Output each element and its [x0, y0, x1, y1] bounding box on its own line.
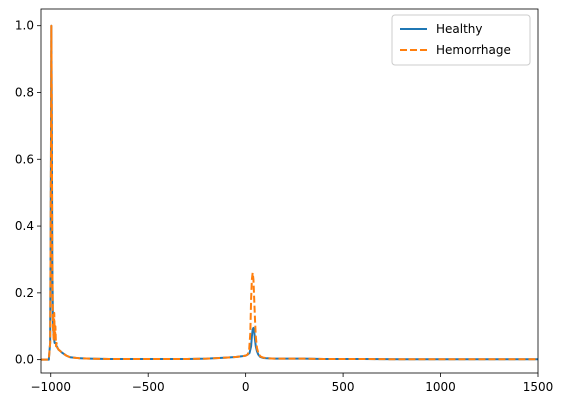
- y-tick-label: 1.0: [15, 19, 34, 33]
- x-axis-ticks: −1000 −500 0 500 1000 1500: [30, 373, 553, 394]
- series-layer: [41, 24, 538, 361]
- x-tick-label: 1500: [523, 380, 554, 394]
- y-tick-label: 0.6: [15, 152, 34, 166]
- legend-label-healthy: Healthy: [436, 22, 483, 36]
- y-axis-ticks: 0.0 0.2 0.4 0.6 0.8 1.0: [15, 19, 41, 367]
- x-tick-label: 500: [332, 380, 355, 394]
- y-tick-label: 0.8: [15, 85, 34, 99]
- y-tick-label: 0.4: [15, 219, 34, 233]
- axes-frame: [40, 8, 539, 374]
- x-tick-label: 0: [242, 380, 250, 394]
- y-tick-label: 0.2: [15, 286, 34, 300]
- x-tick-label: −1000: [30, 380, 71, 394]
- x-tick-label: 1000: [425, 380, 456, 394]
- x-tick-label: −500: [132, 380, 165, 394]
- series-line-hemorrhage: [41, 24, 538, 361]
- y-tick-label: 0.0: [15, 353, 34, 367]
- legend: Healthy Hemorrhage: [391, 14, 531, 66]
- legend-box: [391, 14, 531, 66]
- legend-label-hemorrhage: Hemorrhage: [436, 43, 511, 57]
- series-line-healthy: [41, 24, 538, 361]
